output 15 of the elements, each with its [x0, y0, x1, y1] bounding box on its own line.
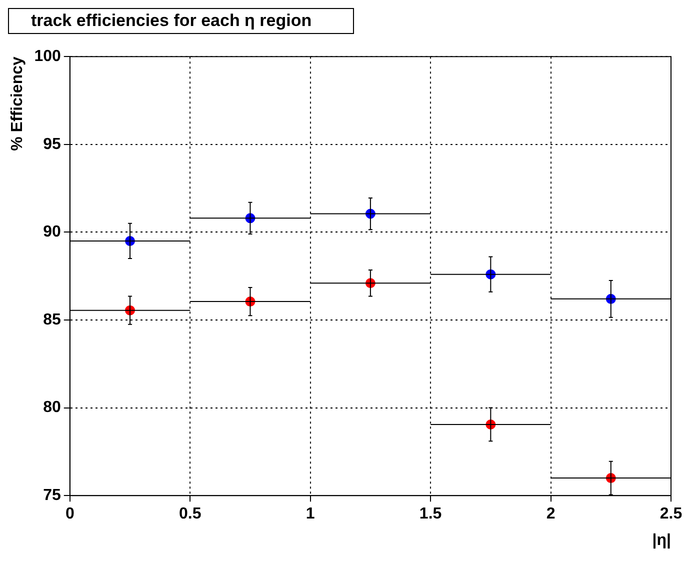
- y-axis-title: % Efficiency: [9, 56, 26, 151]
- x-tick-label: 1: [306, 506, 315, 523]
- y-tick-label: 100: [34, 48, 61, 66]
- x-tick-label: 2: [546, 506, 556, 523]
- y-tick-label: 75: [43, 487, 61, 504]
- x-tick-label: 1.5: [419, 506, 442, 523]
- x-tick-label: 0.5: [178, 506, 202, 523]
- chart-title: track efficiencies for each η region: [8, 8, 354, 34]
- x-tick-label: 0: [65, 506, 74, 523]
- x-axis-title: |η|: [652, 532, 671, 549]
- x-tick-label: 2.5: [660, 506, 682, 523]
- y-tick-label: 95: [43, 136, 61, 153]
- y-tick-label: 85: [43, 311, 61, 328]
- y-tick-label: 80: [43, 399, 61, 416]
- y-tick-label: 90: [43, 224, 61, 241]
